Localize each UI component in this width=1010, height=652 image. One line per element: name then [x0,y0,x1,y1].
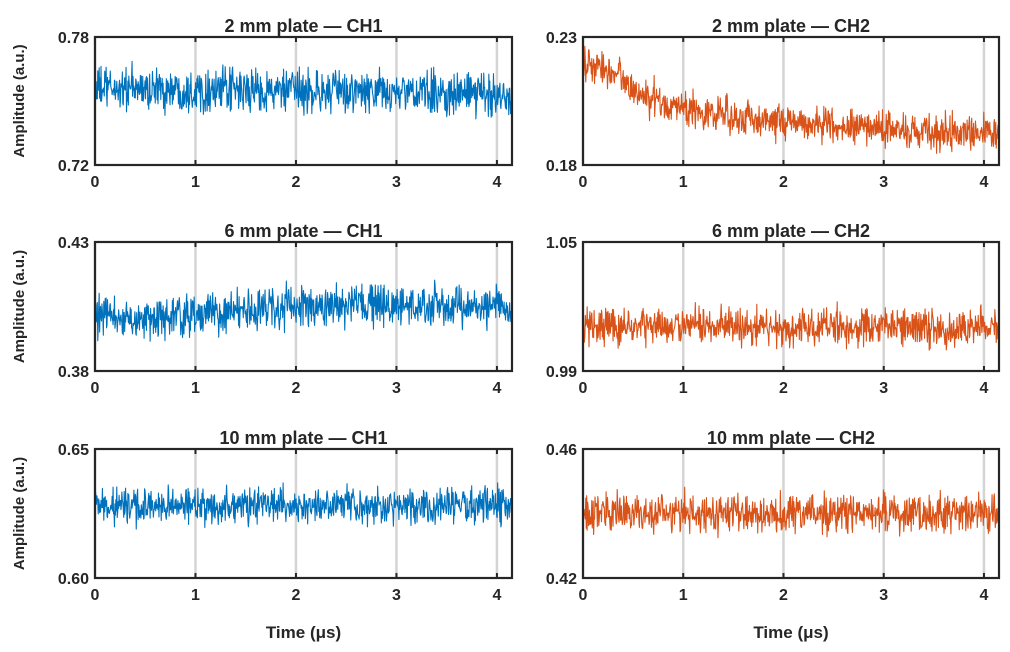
x-tick-label: 0 [91,174,100,191]
chart-panel-6: 0 1 2 3 4 0.42 0.46 10 mm plate — CH2 Time (μs) [546,428,1001,642]
x-tick-label: 4 [980,380,989,397]
y-tick-label: 0.23 [546,30,577,47]
y-tick-label: 0.99 [546,364,577,381]
chart-title: 2 mm plate — CH1 [224,16,382,36]
x-tick-label: 0 [579,174,588,191]
x-tick-label: 0 [579,380,588,397]
axes-frame [93,447,514,580]
axes-frame [581,35,1001,167]
x-tick-label: 3 [879,587,888,604]
x-tick-label: 3 [392,380,401,397]
chart-title: 6 mm plate — CH1 [224,221,382,241]
y-tick-label: 0.65 [58,442,89,459]
x-tick-label: 0 [91,380,100,397]
axes-frame [93,240,514,373]
x-tick-label: 4 [492,174,501,191]
chart-title: 2 mm plate — CH2 [712,16,870,36]
x-tick-label: 2 [779,380,788,397]
x-tick-label: 0 [91,587,100,604]
x-tick-label: 1 [191,587,200,604]
axes-frame [93,35,514,167]
series-line-ch1 [94,482,513,530]
y-tick-label: 0.43 [58,235,89,252]
chart-title: 10 mm plate — CH1 [219,428,387,448]
x-axis-label: Time (μs) [266,623,341,642]
x-tick-label: 4 [980,174,989,191]
chart-panel-3: 0 1 2 3 4 0.38 0.43 6 mm plate — CH1 Amplitude (… [11,221,514,397]
y-tick-label: 1.05 [546,235,577,252]
x-tick-label: 1 [679,587,688,604]
x-tick-label: 3 [392,174,401,191]
series-line-ch1 [94,279,513,342]
x-tick-label: 1 [191,174,200,191]
series-line-ch2 [582,301,1000,351]
chart-panel-1: 0 1 2 3 4 0.72 0.78 2 mm plate — CH1 Amplitude (… [11,16,514,191]
y-tick-label: 0.78 [58,30,89,47]
x-tick-label: 0 [579,587,588,604]
chart-panel-4: 0 1 2 3 4 0.99 1.05 6 mm plate — CH2 [546,221,1001,397]
x-tick-label: 3 [879,174,888,191]
series-line-ch2 [582,45,1000,154]
plot-area [583,242,999,371]
chart-panel-5: 0 1 2 3 4 0.60 0.65 10 mm plate — CH1 Amplitude … [11,428,514,642]
y-axis-label: Amplitude (a.u.) [11,250,28,363]
x-tick-label: 4 [492,587,501,604]
x-tick-label: 4 [492,380,501,397]
chart-title: 6 mm plate — CH2 [712,221,870,241]
x-tick-label: 2 [292,587,301,604]
x-tick-label: 2 [779,174,788,191]
x-tick-label: 1 [679,174,688,191]
x-axis-label: Time (μs) [753,623,828,642]
series-line-ch2 [582,486,1000,539]
y-tick-label: 0.18 [546,158,577,175]
y-tick-label: 0.42 [546,571,577,588]
x-tick-label: 3 [879,380,888,397]
x-tick-label: 1 [191,380,200,397]
y-axis-label: Amplitude (a.u.) [11,44,28,157]
series-line-ch1 [94,60,513,120]
x-tick-label: 2 [292,380,301,397]
x-tick-label: 1 [679,380,688,397]
x-tick-label: 4 [980,587,989,604]
x-tick-label: 3 [392,587,401,604]
y-tick-label: 0.60 [58,571,89,588]
y-tick-label: 0.38 [58,364,89,381]
x-tick-label: 2 [292,174,301,191]
axes-frame [581,447,1001,580]
y-tick-label: 0.72 [58,158,89,175]
chart-panel-2: 0 1 2 3 4 0.18 0.23 2 mm plate — CH2 [546,16,1001,191]
axes-frame [581,240,1001,373]
y-tick-label: 0.46 [546,442,577,459]
chart-title: 10 mm plate — CH2 [707,428,875,448]
x-tick-label: 2 [779,587,788,604]
y-axis-label: Amplitude (a.u.) [11,457,28,570]
